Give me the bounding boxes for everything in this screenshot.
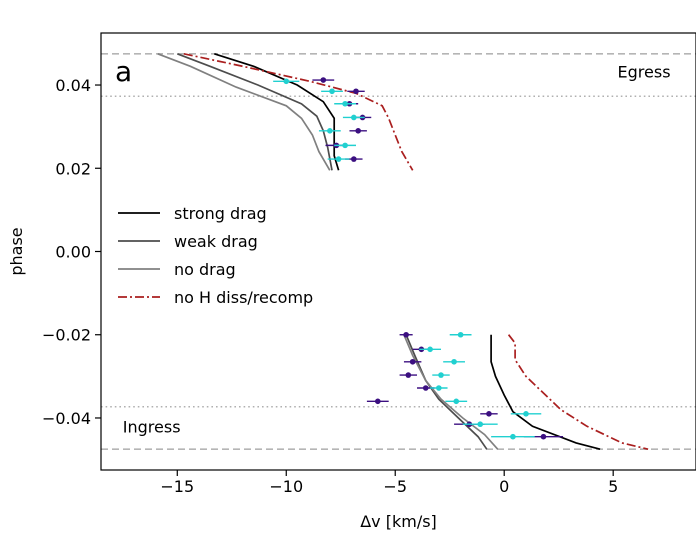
data-point-0 [320,77,327,83]
data-point-8 [355,128,361,134]
y-tick-label-3: 0.02 [55,159,91,178]
data-point-24 [374,398,381,405]
data-point-12 [351,156,357,162]
observed-points [273,77,564,440]
x-axis-label: Δv [km/s] [360,512,437,531]
data-point-13 [335,156,342,162]
series-line-2-0 [157,53,331,171]
legend-label-2: no drag [174,260,236,279]
series-line-0-0 [214,52,340,171]
annotations: Egress Ingress [123,63,671,437]
data-point-29 [477,421,484,428]
data-point-23 [436,385,442,391]
x-tick-label-2: −5 [383,477,407,496]
data-point-30 [540,433,547,440]
series-line-3-0 [183,52,414,171]
data-point-26 [486,411,492,417]
y-tick-label-1: −0.02 [42,326,91,345]
data-point-14 [403,331,409,338]
model-curves [157,52,649,451]
data-point-22 [422,385,429,391]
x-tick-label-3: 0 [499,477,509,496]
series-line-3-1 [507,334,649,451]
axis-ticks: −15 −10 −5 0 5 −0.04 −0.02 0.00 0.02 0.04 [42,76,618,496]
data-point-25 [453,398,460,405]
legend: strong drag weak drag no drag no H diss/rec… [118,204,313,307]
reference-lines [101,53,696,450]
data-point-19 [451,358,457,365]
data-point-21 [438,372,444,378]
series-line-0-1 [490,334,601,451]
data-point-11 [342,142,348,149]
annotation-1: Ingress [123,418,181,437]
annotation-0: Egress [618,63,671,82]
y-axis-label: phase [7,227,26,275]
legend-label-1: weak drag [174,232,258,251]
x-tick-label-4: 5 [608,477,618,496]
data-point-17 [427,346,433,353]
data-point-3 [329,88,335,95]
plot-frame [100,32,696,471]
legend-label-0: strong drag [174,204,267,223]
data-point-27 [523,411,529,417]
data-point-20 [405,372,412,378]
series-line-2-1 [403,334,499,450]
y-tick-label-2: 0.00 [55,243,91,262]
data-point-1 [283,78,290,85]
x-tick-label-1: −10 [269,477,303,496]
x-tick-label-0: −15 [160,477,194,496]
data-point-31 [510,433,516,440]
data-point-9 [327,128,333,134]
data-point-2 [353,88,359,95]
data-point-5 [342,100,348,107]
data-point-15 [457,331,464,338]
legend-label-3: no H diss/recomp [174,288,313,307]
panel-label: a [115,55,132,88]
series-line-1-1 [405,334,488,450]
y-tick-label-0: −0.04 [42,409,91,428]
data-point-18 [409,358,416,365]
data-point-7 [351,114,357,121]
y-tick-label-4: 0.04 [55,76,91,95]
